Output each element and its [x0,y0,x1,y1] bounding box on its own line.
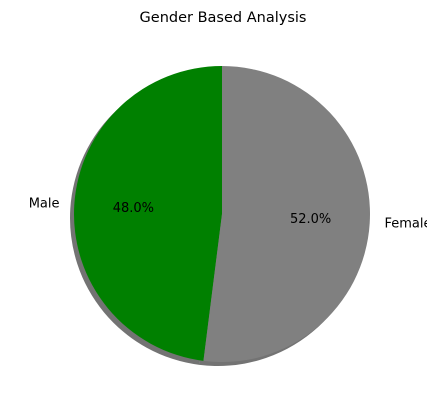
pie-slices [73,66,370,362]
percent-label-male: 48.0% [113,201,154,216]
category-label-female: Female [384,217,427,232]
category-label-male: Male [29,196,60,211]
pie-labels: Male 48.0% Female 52.0% [29,196,427,231]
chart-title: Gender Based Analysis [140,10,307,26]
percent-label-female: 52.0% [290,212,331,227]
pie-slice-male [73,66,222,361]
pie-slice-female [203,66,370,362]
